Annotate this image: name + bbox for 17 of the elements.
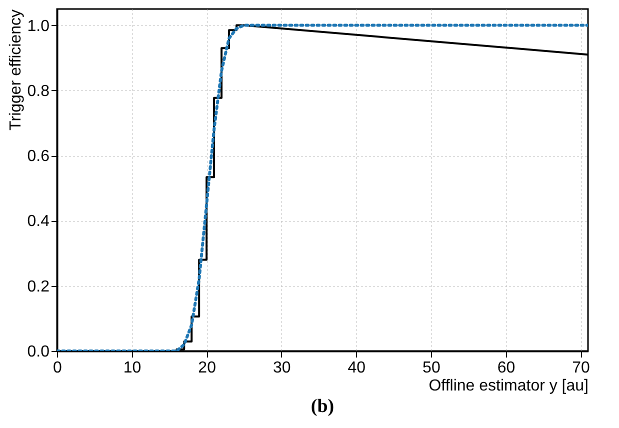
y-tick-label: 0.8 xyxy=(27,82,50,100)
text: (b) xyxy=(310,396,334,417)
x-axis-title: Offline estimator y [au] xyxy=(428,378,588,394)
y-tick-label: 0.4 xyxy=(27,213,50,230)
y-tick-label: 0.0 xyxy=(27,344,50,360)
y-axis-title: Trigger efficiency xyxy=(7,10,24,130)
x-tick-label: 40 xyxy=(348,360,366,376)
x-tick-label: 50 xyxy=(422,360,440,376)
x-tick-label: 70 xyxy=(572,360,590,376)
x-tick-label: 60 xyxy=(497,360,516,376)
x-tick-label: 10 xyxy=(123,360,142,376)
y-tick-label: 0.2 xyxy=(27,278,50,296)
y-tick-label: 0.6 xyxy=(27,148,50,166)
x-tick-label: 0 xyxy=(53,360,62,376)
x-tick-label: 20 xyxy=(198,360,216,376)
x-tick-label: 30 xyxy=(272,360,291,376)
y-tick-label: 1.0 xyxy=(27,18,50,35)
